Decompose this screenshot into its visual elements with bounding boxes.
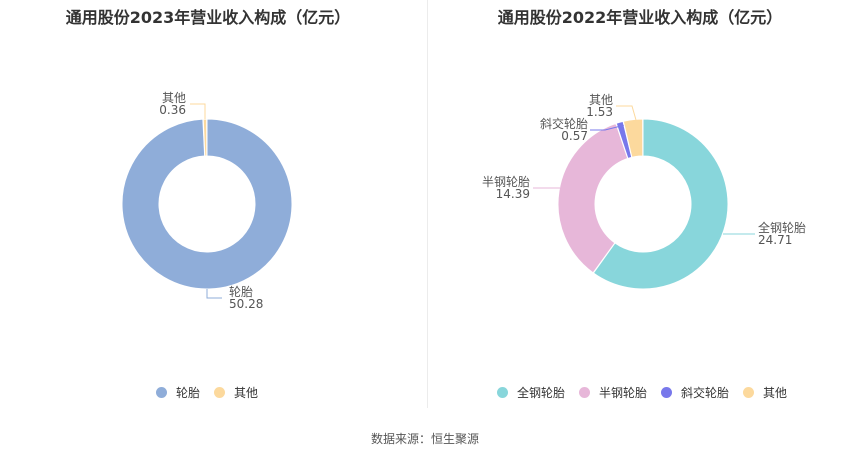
- legend-item-1-0[interactable]: 全钢轮胎: [497, 384, 565, 401]
- legend-item-1-1[interactable]: 半钢轮胎: [579, 384, 647, 401]
- slice-value-1-1: 14.39: [496, 187, 530, 201]
- slice-value-1-2: 0.57: [561, 129, 588, 143]
- legend-2023: 轮胎 其他: [156, 384, 272, 401]
- legend-label: 轮胎: [176, 386, 201, 400]
- chart-title-2023: 通用股份2023年营业收入构成（亿元）: [65, 8, 351, 27]
- legend-swatch: [156, 387, 167, 398]
- label-line-1-3: [616, 105, 637, 121]
- slice-1-0: [592, 118, 729, 290]
- panel-divider: [427, 0, 428, 408]
- slice-label-1-3: 其他: [589, 93, 613, 107]
- legend-swatch: [661, 387, 673, 398]
- legend-label: 全钢轮胎: [517, 386, 566, 400]
- legend-2022: 全钢轮胎 半钢轮胎 斜交轮胎 其他: [497, 384, 801, 401]
- slice-label-0-1: 其他: [162, 91, 186, 105]
- legend-label: 其他: [234, 386, 259, 400]
- slice-label-1-2: 斜交轮胎: [540, 116, 588, 131]
- legend-label: 斜交轮胎: [681, 386, 730, 400]
- slice-value-1-0: 24.71: [758, 233, 792, 247]
- slice-value-0-1: 0.36: [159, 103, 186, 117]
- legend-item-0-0[interactable]: 轮胎: [156, 384, 200, 401]
- legend-swatch: [579, 387, 591, 398]
- slice-label-1-1: 半钢轮胎: [482, 175, 530, 189]
- slice-value-1-3: 1.53: [586, 105, 613, 119]
- slice-1-1: [557, 122, 629, 274]
- label-line-1-2: [590, 124, 626, 131]
- data-source: 数据来源：恒生聚源: [370, 432, 479, 446]
- label-line-0-1: [190, 103, 206, 119]
- slice-value-0-0: 50.28: [229, 297, 263, 311]
- slice-0-0: [121, 118, 293, 290]
- legend-item-1-2[interactable]: 斜交轮胎: [661, 384, 729, 401]
- legend-swatch: [214, 387, 226, 398]
- slice-label-0-0: 轮胎: [229, 285, 253, 299]
- legend-item-1-3[interactable]: 其他: [743, 384, 787, 401]
- legend-swatch: [497, 387, 508, 398]
- slice-1-3: [622, 118, 644, 158]
- legend-label: 半钢轮胎: [599, 386, 648, 400]
- slice-label-1-0: 全钢轮胎: [758, 220, 806, 235]
- legend-swatch: [743, 387, 755, 398]
- chart-title-2022: 通用股份2022年营业收入构成（亿元）: [497, 8, 783, 27]
- legend-item-0-1[interactable]: 其他: [214, 384, 258, 401]
- legend-label: 其他: [763, 386, 788, 400]
- label-line-0-0: [206, 289, 222, 299]
- slice-0-1: [202, 118, 208, 157]
